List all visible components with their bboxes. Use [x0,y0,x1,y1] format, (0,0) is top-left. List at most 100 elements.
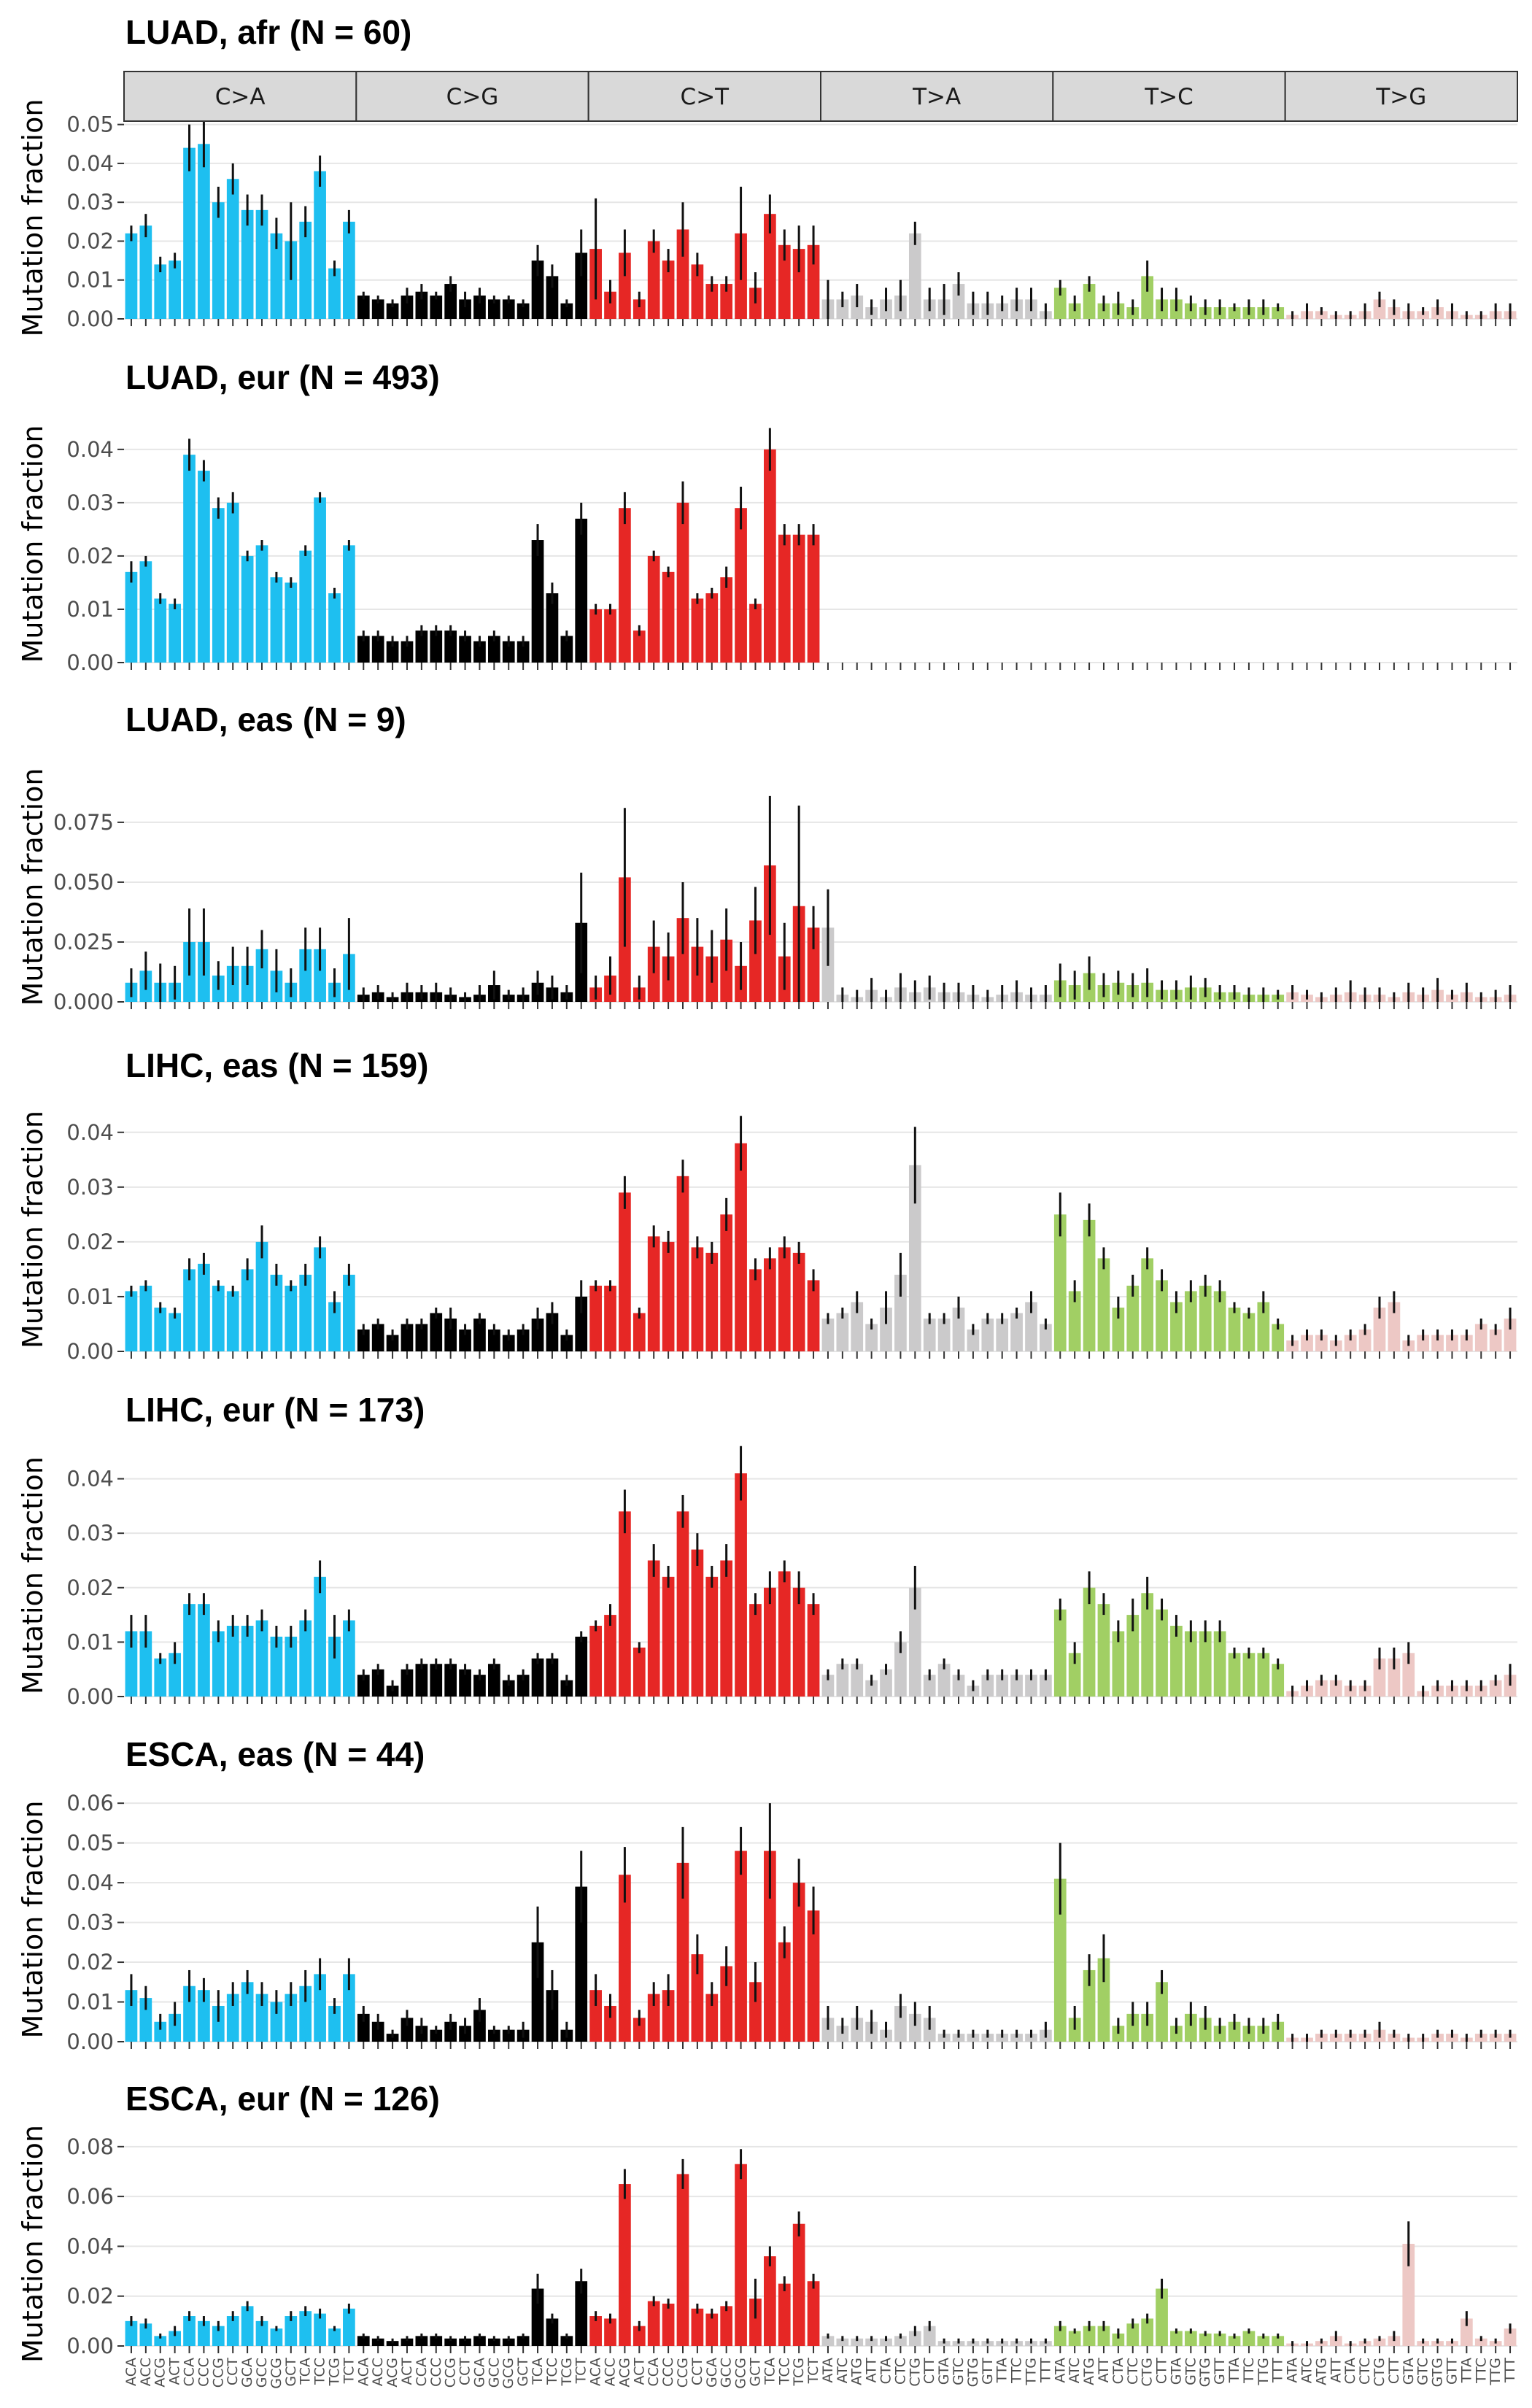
bar [1068,2331,1081,2346]
bar [517,641,530,663]
bar [923,1675,936,1697]
x-tick-label: ATG [1081,2358,1097,2385]
bar [255,545,268,663]
bar [908,2013,921,2042]
bar [720,2306,733,2346]
bar [212,2326,225,2346]
bar [632,630,646,663]
bar [183,1986,196,2042]
bar [1489,1680,1502,1697]
bar [139,225,152,319]
x-tick-label: GCG [733,2358,749,2389]
bar [255,1241,268,1351]
bar [952,1675,965,1697]
bar [328,2005,341,2042]
facet-strip [1052,71,1286,122]
bar [1213,1631,1226,1697]
bar [546,1990,559,2042]
x-tick-label: ATA [820,2358,836,2383]
bar [880,1307,892,1351]
bar [676,502,689,663]
y-tick-label: 0.04 [66,1870,114,1895]
x-tick-label: TTA [1458,2358,1474,2383]
x-tick-label: CCA [646,2358,662,2387]
y-tick-label: 0.08 [66,2134,114,2159]
bar [314,1247,326,1351]
facet-strip [587,71,822,122]
x-tick-label: ACA [123,2358,139,2386]
bar [212,1631,225,1697]
bar [328,1636,341,1697]
x-tick-label: TTC [1009,2358,1025,2384]
bar [764,214,776,319]
bar [386,303,399,319]
bar [183,455,196,663]
bar [1053,1214,1067,1351]
bar [851,1664,864,1697]
bar [836,1313,849,1351]
bar [1199,2018,1212,2042]
bar [502,2029,515,2042]
bar [212,2005,225,2042]
bar [154,598,167,663]
bar [1156,2288,1168,2346]
bar [691,1954,704,2042]
bar [807,2281,820,2346]
bar [314,2313,326,2346]
bar [778,244,791,319]
bar [357,2336,370,2346]
bar [328,593,341,663]
bar [1213,2333,1226,2346]
bar [575,1886,588,2042]
bar [1097,2326,1110,2346]
bar [139,2323,152,2346]
bar [198,471,210,663]
bar [459,2338,471,2346]
y-tick-label: 0.02 [66,1230,114,1254]
bar [676,1511,689,1697]
bar [589,1990,602,2042]
bar [430,2336,443,2346]
bar [1097,1604,1110,1697]
y-axis-label: Mutation fraction [17,1801,49,2039]
bar [473,641,486,663]
bar [1184,1631,1197,1697]
bar [401,1669,414,1697]
x-tick-label: ATT [864,2358,880,2383]
bar [546,1658,559,1697]
bar [619,508,631,663]
bar [314,497,326,663]
bar [415,1664,428,1697]
bar [1156,1280,1168,1351]
y-tick-label: 0.03 [66,190,114,215]
bar [792,1883,805,2042]
x-tick-label: TCT [341,2358,357,2385]
x-tick-label: TCG [559,2358,575,2386]
bar [183,147,196,319]
panel-4: LIHC, eas (N = 159) 0.00 0.01 0.02 0.03 0.04 M… [17,1046,1517,1364]
y-tick-label: 0.02 [66,2284,114,2309]
bar [880,1669,892,1697]
bar [851,1302,864,1351]
bar [154,2021,167,2042]
bar [647,1236,660,1351]
bar [1417,311,1430,319]
bar [1228,2021,1241,2042]
bar [1141,276,1154,319]
bar [546,2318,559,2346]
bar [632,299,646,319]
bar [487,636,500,663]
bar [691,1247,704,1351]
facet-strip-label: C>G [446,84,499,110]
bar [836,299,849,319]
x-tick-label: TTG [1487,2358,1504,2386]
bar [807,244,820,319]
bar [1097,1258,1110,1351]
bar [371,636,384,663]
bar [1170,1626,1183,1697]
bar [1199,1285,1212,1351]
bar [226,1291,239,1351]
bar [807,1910,820,2042]
y-tick-label: 0.03 [66,1521,114,1545]
bar [560,303,573,319]
